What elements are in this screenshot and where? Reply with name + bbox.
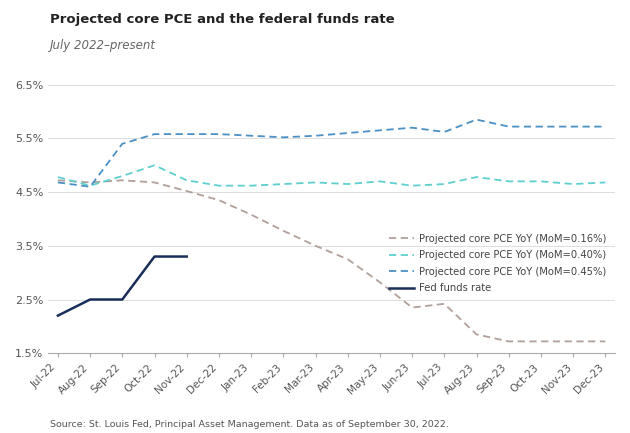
Projected core PCE YoY (MoM=0.40%)	[280, 181, 287, 187]
Projected core PCE YoY (MoM=0.40%)	[440, 181, 448, 187]
Projected core PCE YoY (MoM=0.16%)	[312, 243, 319, 249]
Fed funds rate	[86, 297, 94, 302]
Projected core PCE YoY (MoM=0.16%)	[376, 280, 384, 285]
Projected core PCE YoY (MoM=0.16%)	[280, 228, 287, 233]
Projected core PCE YoY (MoM=0.40%)	[344, 181, 352, 187]
Projected core PCE YoY (MoM=0.45%)	[408, 125, 416, 130]
Fed funds rate	[54, 313, 62, 318]
Projected core PCE YoY (MoM=0.40%)	[376, 179, 384, 184]
Line: Projected core PCE YoY (MoM=0.40%): Projected core PCE YoY (MoM=0.40%)	[58, 165, 605, 186]
Projected core PCE YoY (MoM=0.40%)	[570, 181, 577, 187]
Projected core PCE YoY (MoM=0.16%)	[118, 178, 126, 183]
Projected core PCE YoY (MoM=0.16%)	[215, 197, 222, 203]
Projected core PCE YoY (MoM=0.16%)	[344, 257, 352, 262]
Projected core PCE YoY (MoM=0.45%)	[344, 130, 352, 136]
Projected core PCE YoY (MoM=0.45%)	[505, 124, 513, 129]
Projected core PCE YoY (MoM=0.45%)	[376, 128, 384, 133]
Projected core PCE YoY (MoM=0.40%)	[183, 178, 190, 183]
Projected core PCE YoY (MoM=0.16%)	[248, 212, 255, 217]
Text: Projected core PCE and the federal funds rate: Projected core PCE and the federal funds…	[50, 13, 395, 26]
Projected core PCE YoY (MoM=0.45%)	[183, 132, 190, 137]
Projected core PCE YoY (MoM=0.45%)	[86, 184, 94, 189]
Projected core PCE YoY (MoM=0.40%)	[151, 163, 158, 168]
Line: Projected core PCE YoY (MoM=0.45%): Projected core PCE YoY (MoM=0.45%)	[58, 120, 605, 187]
Projected core PCE YoY (MoM=0.40%)	[408, 183, 416, 188]
Projected core PCE YoY (MoM=0.40%)	[86, 183, 94, 188]
Projected core PCE YoY (MoM=0.40%)	[118, 173, 126, 178]
Line: Fed funds rate: Fed funds rate	[58, 256, 186, 316]
Text: Source: St. Louis Fed, Principal Asset Management. Data as of September 30, 2022: Source: St. Louis Fed, Principal Asset M…	[50, 420, 449, 429]
Projected core PCE YoY (MoM=0.16%)	[183, 188, 190, 194]
Fed funds rate	[151, 254, 158, 259]
Projected core PCE YoY (MoM=0.45%)	[118, 141, 126, 146]
Projected core PCE YoY (MoM=0.40%)	[215, 183, 222, 188]
Projected core PCE YoY (MoM=0.45%)	[602, 124, 609, 129]
Projected core PCE YoY (MoM=0.16%)	[408, 305, 416, 310]
Projected core PCE YoY (MoM=0.40%)	[537, 179, 545, 184]
Projected core PCE YoY (MoM=0.16%)	[86, 180, 94, 185]
Projected core PCE YoY (MoM=0.16%)	[440, 301, 448, 307]
Projected core PCE YoY (MoM=0.45%)	[570, 124, 577, 129]
Projected core PCE YoY (MoM=0.40%)	[54, 174, 62, 180]
Projected core PCE YoY (MoM=0.16%)	[505, 339, 513, 344]
Projected core PCE YoY (MoM=0.16%)	[472, 332, 480, 337]
Projected core PCE YoY (MoM=0.40%)	[505, 179, 513, 184]
Projected core PCE YoY (MoM=0.40%)	[602, 180, 609, 185]
Legend: Projected core PCE YoY (MoM=0.16%), Projected core PCE YoY (MoM=0.40%), Projecte: Projected core PCE YoY (MoM=0.16%), Proj…	[385, 230, 610, 297]
Text: July 2022–present: July 2022–present	[50, 39, 156, 52]
Projected core PCE YoY (MoM=0.40%)	[248, 183, 255, 188]
Projected core PCE YoY (MoM=0.16%)	[54, 178, 62, 183]
Projected core PCE YoY (MoM=0.45%)	[151, 132, 158, 137]
Projected core PCE YoY (MoM=0.40%)	[472, 174, 480, 180]
Projected core PCE YoY (MoM=0.45%)	[537, 124, 545, 129]
Projected core PCE YoY (MoM=0.45%)	[472, 117, 480, 122]
Projected core PCE YoY (MoM=0.45%)	[312, 133, 319, 138]
Projected core PCE YoY (MoM=0.45%)	[248, 133, 255, 138]
Fed funds rate	[183, 254, 190, 259]
Projected core PCE YoY (MoM=0.16%)	[537, 339, 545, 344]
Fed funds rate	[118, 297, 126, 302]
Projected core PCE YoY (MoM=0.16%)	[602, 339, 609, 344]
Projected core PCE YoY (MoM=0.45%)	[280, 135, 287, 140]
Projected core PCE YoY (MoM=0.40%)	[312, 180, 319, 185]
Projected core PCE YoY (MoM=0.45%)	[54, 180, 62, 185]
Projected core PCE YoY (MoM=0.16%)	[570, 339, 577, 344]
Line: Projected core PCE YoY (MoM=0.16%): Projected core PCE YoY (MoM=0.16%)	[58, 180, 605, 341]
Projected core PCE YoY (MoM=0.16%)	[151, 180, 158, 185]
Projected core PCE YoY (MoM=0.45%)	[440, 129, 448, 135]
Projected core PCE YoY (MoM=0.45%)	[215, 132, 222, 137]
